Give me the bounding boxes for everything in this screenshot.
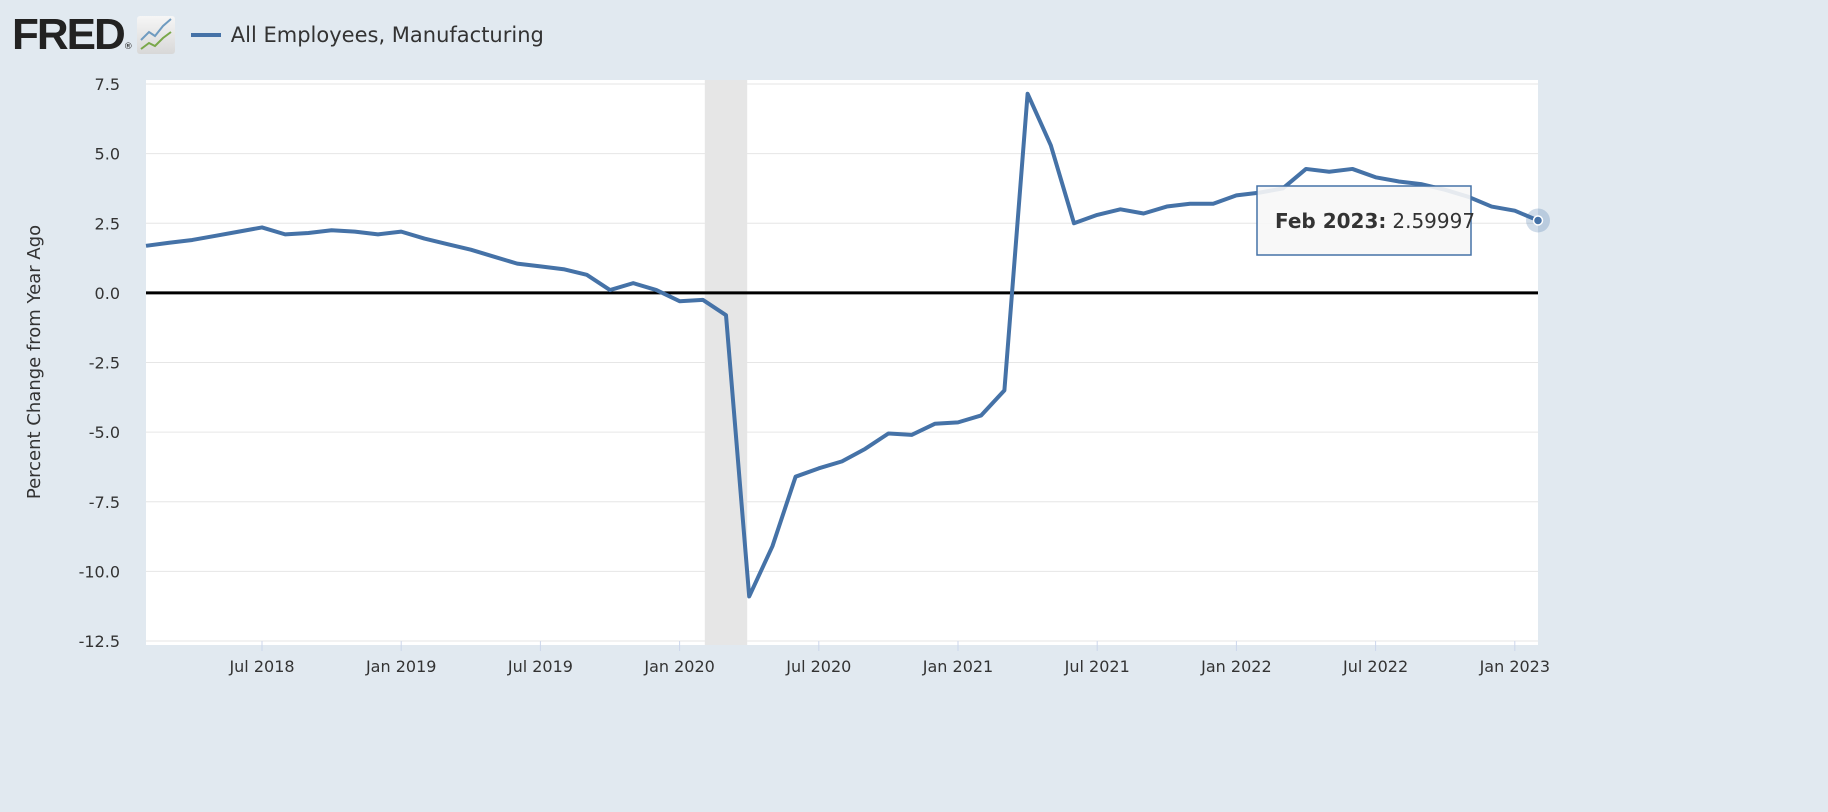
- tooltip-value: 2.59997: [1392, 209, 1475, 233]
- tooltip-date: Feb 2023:: [1275, 209, 1386, 233]
- y-tick-label: 7.5: [95, 75, 120, 94]
- x-tick-label: Jan 2021: [922, 657, 993, 676]
- y-tick-label: 2.5: [95, 214, 120, 233]
- series-line[interactable]: [145, 91, 1539, 599]
- y-tick-label: -10.0: [79, 562, 120, 581]
- y-tick-label: -5.0: [89, 423, 120, 442]
- legend-item[interactable]: All Employees, Manufacturing: [190, 23, 544, 47]
- tooltip: Feb 2023: 2.59997: [1256, 185, 1475, 256]
- y-tick-label: -2.5: [89, 354, 120, 373]
- legend-swatch: [190, 33, 221, 37]
- y-tick-label: -12.5: [79, 632, 120, 651]
- x-tick-label: Jan 2019: [365, 657, 436, 676]
- x-tick-label: Jul 2018: [228, 657, 294, 676]
- fred-logo[interactable]: FRED: [12, 10, 126, 59]
- y-tick-label: -7.5: [89, 493, 120, 512]
- x-tick-label: Jul 2022: [1342, 657, 1408, 676]
- hover-point: [1532, 215, 1544, 226]
- x-tick-label: Jul 2019: [507, 657, 573, 676]
- x-tick-label: Jul 2020: [785, 657, 851, 676]
- y-axis-label: Percent Change from Year Ago: [24, 225, 45, 499]
- chart-header: FRED ® All Employees, Manufacturing: [12, 10, 544, 60]
- registered-mark: ®: [123, 42, 133, 52]
- x-tick-label: Jul 2021: [1064, 657, 1130, 676]
- y-tick-label: 0.0: [95, 284, 120, 303]
- x-tick-label: Jan 2023: [1479, 657, 1550, 676]
- fred-chart-icon: [136, 16, 175, 54]
- x-tick-label: Jan 2020: [643, 657, 714, 676]
- x-tick-label: Jan 2022: [1200, 657, 1271, 676]
- legend-label: All Employees, Manufacturing: [230, 23, 544, 47]
- svg-text:Feb 2023:2.59997: Feb 2023: 2.59997: [1275, 209, 1475, 233]
- y-tick-label: 5.0: [95, 145, 120, 164]
